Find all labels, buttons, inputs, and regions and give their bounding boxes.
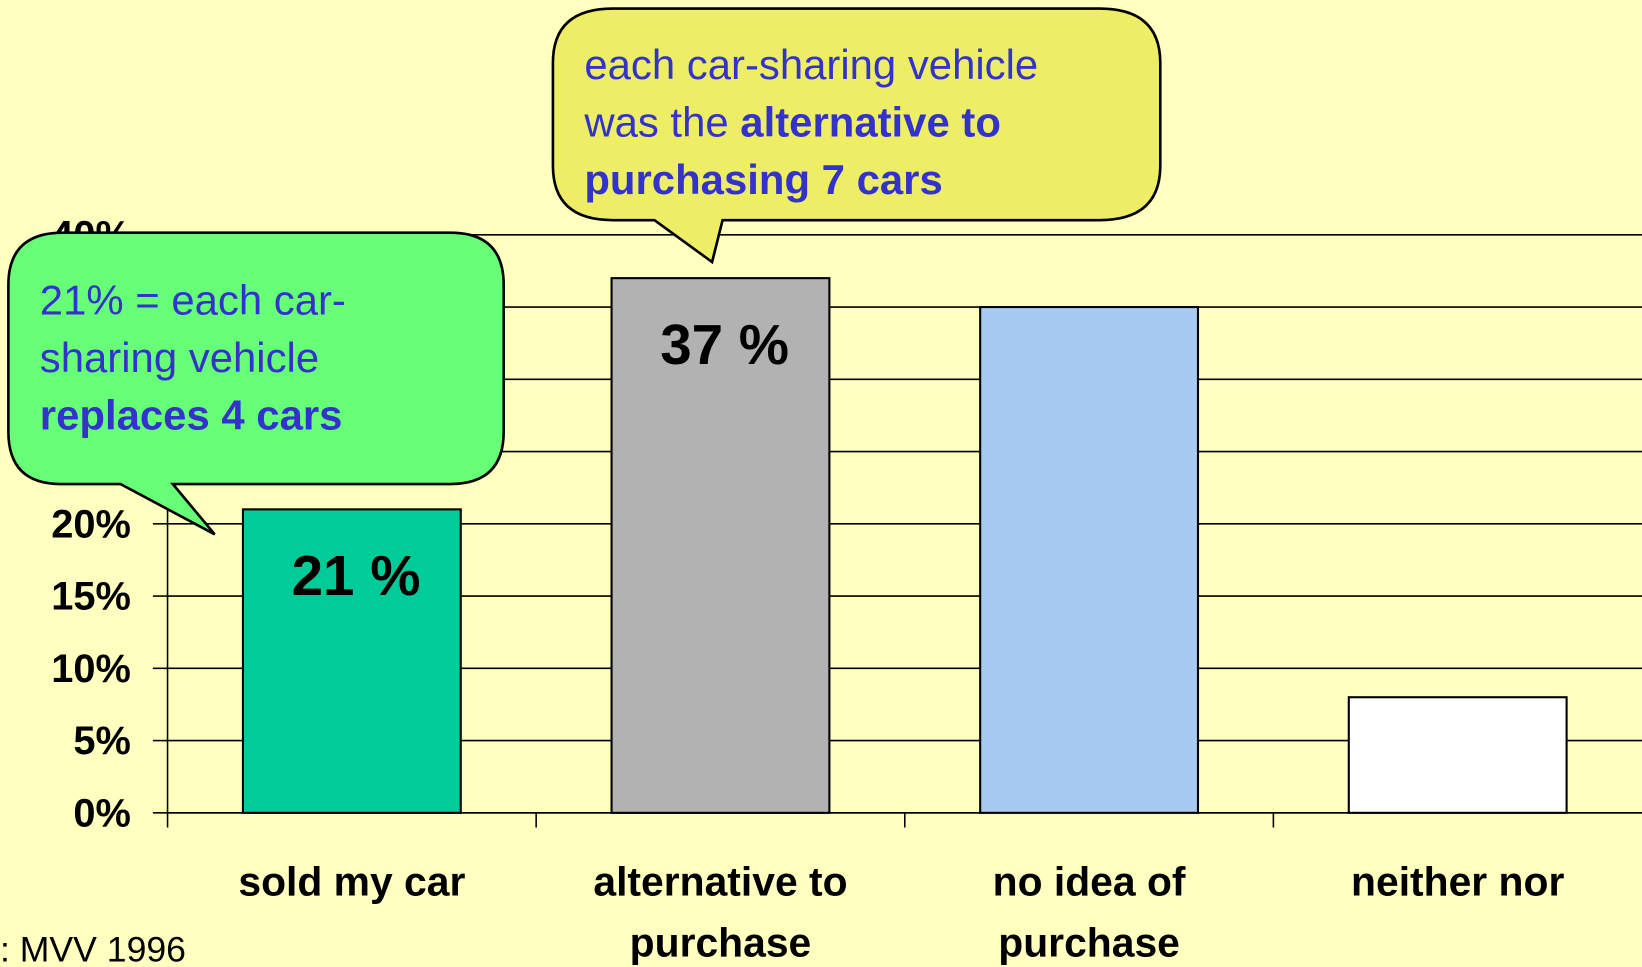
x-label-box: neither nor (1351, 859, 1565, 905)
bar (1347, 696, 1568, 814)
x-tick-label: sold my car (238, 859, 466, 905)
bar (241, 508, 462, 814)
plot: 0%5%10%15%20%25%30%35%40%21 %sold my car… (51, 213, 1642, 966)
annotation-text: alternative to (740, 98, 1001, 145)
annotation-line: purchasing 7 cars (584, 156, 942, 203)
x-tick-label: no idea of purchase (992, 859, 1186, 966)
callout-shape (7, 231, 506, 536)
x-label-box: sold my car (238, 859, 466, 905)
annotation-line: replaces 4 cars (40, 392, 343, 439)
callout-green: 21% = each car- sharing vehicle replaces… (7, 231, 506, 536)
x-tick-label: neither nor (1351, 859, 1565, 905)
source: : MVV 1996 (0, 930, 186, 967)
annotation-text: purchasing 7 cars (584, 156, 942, 203)
y-tick-label: 0% (73, 791, 131, 835)
bar (610, 277, 831, 814)
annotation-text: replaces 4 cars (40, 392, 343, 439)
y-tick-label: 20% (51, 502, 131, 546)
annotation-text: was the (583, 98, 740, 145)
data-label: 37 % (660, 313, 789, 376)
callout-yellow: each car-sharing vehicle was the alterna… (551, 7, 1162, 265)
annotation-line: each car-sharing vehicle (584, 41, 1038, 88)
y-tick-label: 5% (73, 719, 131, 763)
y-tick-label: 10% (51, 647, 131, 691)
annotation-line: was the alternative to (583, 98, 1001, 145)
x-label-box: alternative to purchase (593, 859, 848, 966)
bar (979, 306, 1200, 814)
annotation-text: sharing vehicle (40, 334, 319, 381)
annotation-line: 21% = each car- (40, 276, 346, 323)
annotation-text: 21% = each car- (40, 276, 346, 323)
annotation-text: each car-sharing vehicle (584, 41, 1038, 88)
x-tick-label: alternative to purchase (593, 859, 848, 966)
callout-shape (551, 7, 1162, 265)
x-label-box: no idea of purchase (992, 859, 1186, 966)
annotation-line: sharing vehicle (40, 334, 319, 381)
data-label: 21 % (292, 544, 421, 607)
y-tick-label: 15% (51, 575, 131, 619)
